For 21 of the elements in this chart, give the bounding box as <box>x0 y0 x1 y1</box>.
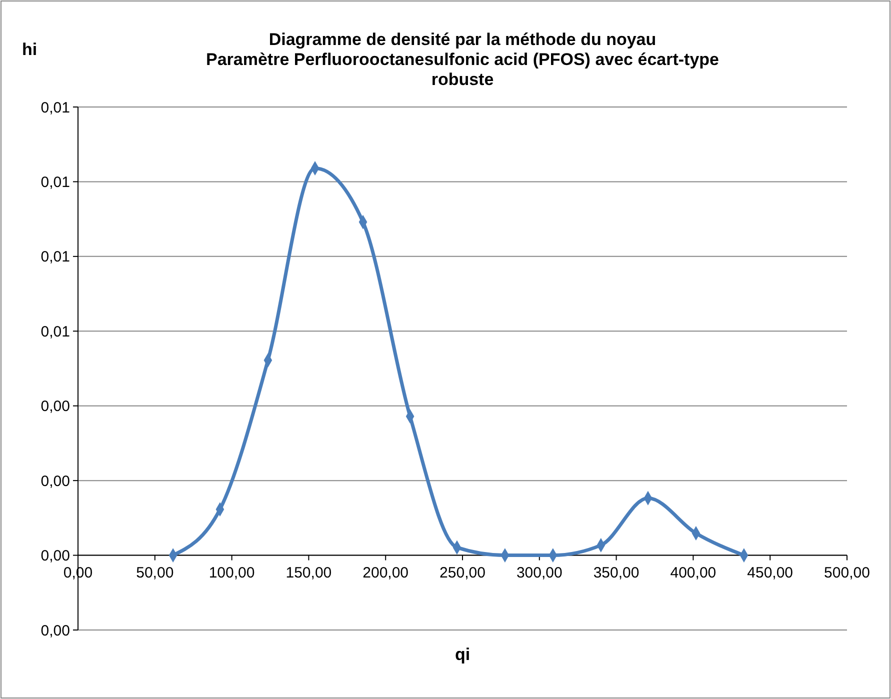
x-tick-label: 400,00 <box>670 564 716 582</box>
x-tick-label: 50,00 <box>136 564 174 582</box>
x-tick-label: 300,00 <box>516 564 562 582</box>
y-tick-label: 0,00 <box>40 622 70 640</box>
x-tick-label: 450,00 <box>747 564 794 582</box>
y-axis-title: hi <box>22 40 38 59</box>
y-tick-label: 0,00 <box>40 548 70 565</box>
y-tick-label: 0,01 <box>40 99 70 116</box>
y-tick-label: 0,00 <box>40 472 70 490</box>
x-tick-label: 250,00 <box>440 564 486 582</box>
y-tick-label: 0,01 <box>40 174 70 191</box>
y-tick-label: 0,01 <box>40 323 70 340</box>
x-axis-title: qi <box>454 645 470 664</box>
x-tick-label: 200,00 <box>362 564 409 582</box>
y-tick-label: 0,00 <box>40 398 70 416</box>
y-tick-label: 0,01 <box>40 248 70 266</box>
x-tick-label: 500,00 <box>824 564 870 582</box>
x-tick-label: 350,00 <box>593 564 640 582</box>
x-tick-label: 150,00 <box>286 564 332 582</box>
chart-title: Diagramme de densité par la méthode du noyau Paramètre Perfluorooctanesulfonic acid (PFOS) avec écart-type robuste <box>206 30 720 89</box>
x-tick-label: 100,00 <box>208 564 255 582</box>
